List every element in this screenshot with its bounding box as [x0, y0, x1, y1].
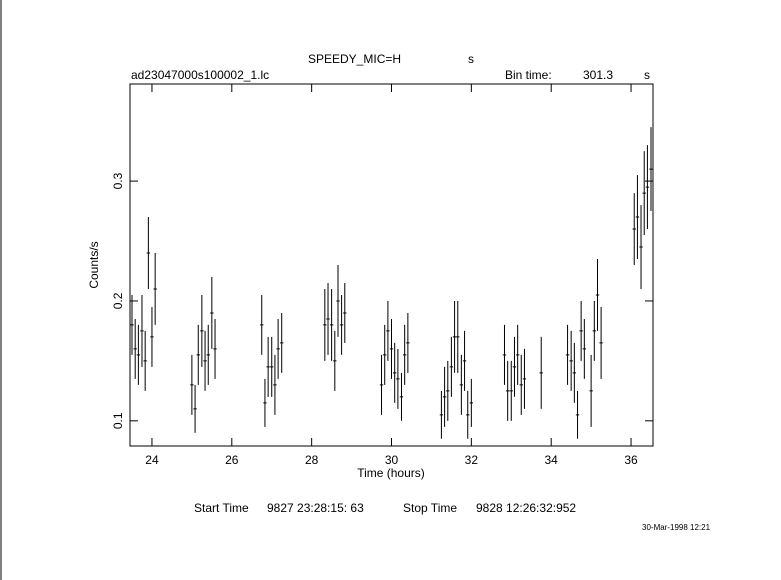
- error-bar: [406, 312, 410, 373]
- error-bar: [143, 330, 147, 391]
- error-bar: [446, 360, 450, 421]
- error-bar: [383, 324, 387, 385]
- error-bar: [589, 354, 593, 427]
- bin-time: 301.3: [583, 68, 613, 82]
- y-tick-label: 0.1: [111, 412, 125, 429]
- error-bar: [150, 306, 154, 367]
- error-bar: [270, 336, 274, 397]
- error-bar: [575, 390, 580, 439]
- error-bar: [210, 276, 214, 349]
- bin-time-label: Bin time:: [505, 68, 552, 82]
- error-bar: [153, 253, 157, 325]
- error-bar: [572, 342, 577, 403]
- error-bar: [193, 384, 197, 433]
- bin-time-unit: s: [644, 68, 650, 82]
- error-bar: [379, 354, 384, 415]
- error-bar: [512, 336, 517, 397]
- error-bar: [515, 324, 520, 385]
- error-bar: [645, 145, 650, 230]
- error-bar: [599, 306, 603, 379]
- chart-title: SPEEDY_MIC=H: [308, 52, 401, 66]
- error-bar: [206, 324, 210, 385]
- error-bar: [266, 336, 270, 397]
- error-bar: [639, 205, 643, 289]
- error-bar: [326, 282, 330, 355]
- error-bar: [389, 318, 394, 379]
- error-bar: [336, 265, 340, 337]
- error-bar: [449, 336, 454, 397]
- error-bar: [136, 324, 141, 385]
- x-tick-label: 32: [465, 453, 479, 467]
- error-bar: [565, 324, 570, 385]
- file-name: ad23047000s100002_1.lc: [131, 68, 269, 82]
- start-time: 9827 23:28:15: 63: [267, 501, 364, 515]
- error-bar: [456, 300, 460, 373]
- error-bar: [502, 324, 507, 385]
- error-bar: [539, 336, 543, 409]
- error-bar: [190, 354, 194, 415]
- error-bar: [462, 330, 467, 391]
- error-bar: [196, 324, 200, 385]
- error-bar: [642, 151, 646, 236]
- error-bar: [329, 288, 334, 361]
- error-bar: [649, 127, 653, 212]
- x-axis-label: Time (hours): [357, 466, 425, 480]
- error-bar: [333, 330, 337, 391]
- x-tick-label: 28: [305, 453, 319, 467]
- error-bar: [569, 330, 573, 391]
- error-bar: [506, 360, 510, 421]
- error-bar: [339, 294, 344, 355]
- error-bar: [579, 300, 583, 361]
- y-axis-label: Counts/s: [87, 241, 101, 288]
- error-bar: [140, 294, 144, 367]
- error-bar: [213, 318, 217, 379]
- stop-label: Stop Time: [403, 501, 457, 515]
- x-tick-label: 26: [225, 453, 239, 467]
- error-bar: [386, 300, 390, 361]
- error-bar: [469, 378, 474, 427]
- error-bar: [466, 390, 470, 439]
- error-bar: [635, 175, 640, 260]
- error-bar: [592, 300, 596, 361]
- x-tick-label: 36: [624, 453, 638, 467]
- error-bar: [399, 372, 404, 421]
- x-tick-label: 34: [545, 453, 559, 467]
- y-tick-label: 0.2: [111, 292, 125, 309]
- error-bar: [276, 318, 280, 379]
- error-bar: [200, 294, 204, 367]
- error-bar: [146, 217, 151, 289]
- error-bar: [582, 318, 587, 379]
- error-bar: [323, 288, 327, 361]
- error-bar: [459, 354, 464, 415]
- error-bar: [393, 342, 397, 403]
- error-bar: [396, 348, 400, 409]
- error-bar: [509, 360, 513, 421]
- start-label: Start Time: [194, 501, 249, 515]
- error-bar: [130, 294, 134, 355]
- error-bar: [273, 354, 277, 415]
- error-bar: [263, 378, 267, 427]
- date-stamp: 30-Mar-1998 12:21: [642, 523, 711, 532]
- x-tick-label: 24: [145, 453, 159, 467]
- error-bar: [280, 312, 284, 373]
- y-tick-label: 0.3: [111, 172, 125, 189]
- title-unit: s: [468, 52, 474, 66]
- error-bar: [203, 330, 207, 391]
- error-bar: [403, 324, 407, 385]
- error-bar: [439, 390, 444, 439]
- error-bar: [133, 318, 137, 379]
- error-bar: [632, 193, 636, 265]
- error-bar: [595, 259, 600, 331]
- stop-time: 9828 12:26:32:952: [476, 501, 576, 515]
- error-bar: [343, 282, 347, 343]
- error-bar: [519, 354, 523, 415]
- error-bar: [522, 348, 527, 409]
- error-bar: [452, 300, 457, 373]
- error-bar: [260, 294, 264, 355]
- error-bar: [442, 366, 447, 427]
- x-tick-label: 30: [385, 453, 399, 467]
